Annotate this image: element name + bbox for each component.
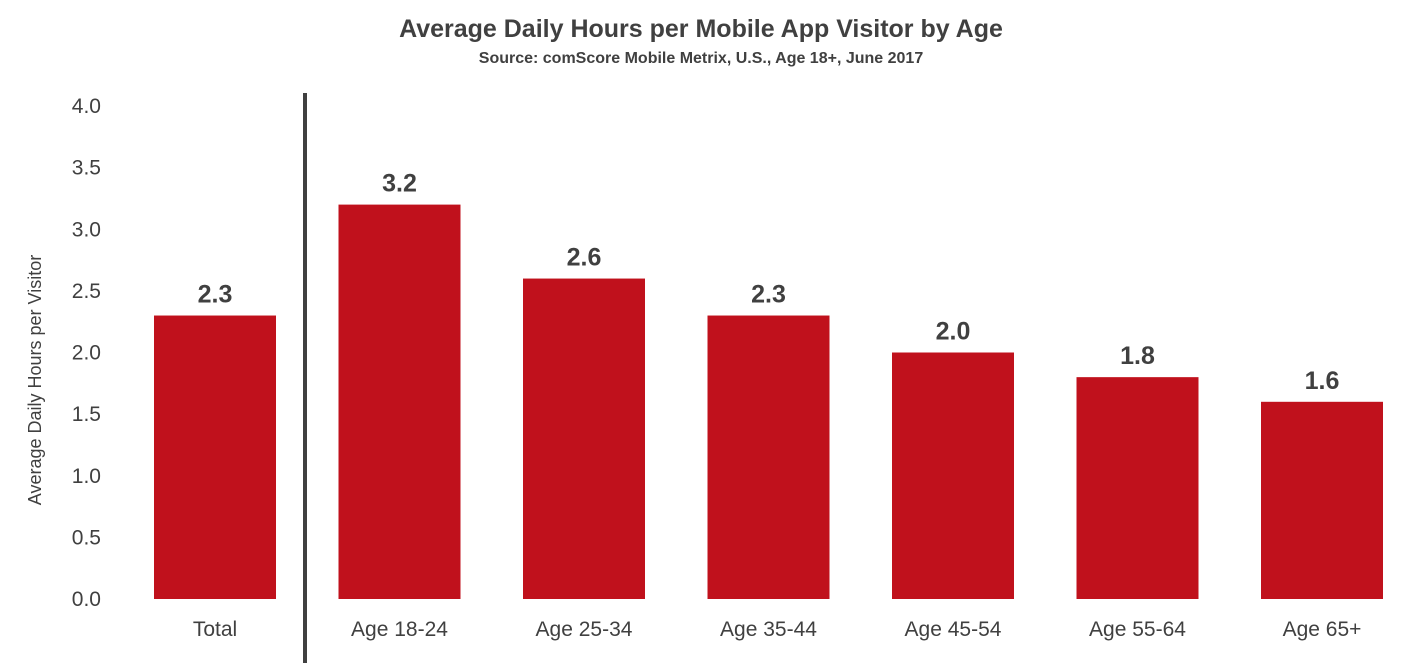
bar <box>338 204 461 599</box>
x-tick-label: Age 35-44 <box>720 618 817 641</box>
x-tick-label: Age 45-54 <box>905 618 1002 641</box>
y-tick-label: 3.0 <box>72 218 101 241</box>
x-tick-label: Age 65+ <box>1283 618 1362 641</box>
y-tick-label: 0.5 <box>72 526 101 549</box>
bars <box>154 204 1383 599</box>
bar <box>1076 377 1199 599</box>
y-tick-label: 0.0 <box>72 588 101 611</box>
y-tick-label: 1.5 <box>72 403 101 426</box>
x-tick-label: Age 18-24 <box>351 618 448 641</box>
bar <box>892 352 1014 599</box>
chart-subtitle: Source: comScore Mobile Metrix, U.S., Ag… <box>479 50 924 67</box>
x-tick-label: Age 25-34 <box>536 618 633 641</box>
y-axis-ticks: 0.0 0.5 1.0 1.5 2.0 2.5 3.0 3.5 4.0 <box>72 95 101 611</box>
bar-value-label: 2.3 <box>198 281 233 309</box>
bar <box>523 278 645 599</box>
y-tick-label: 3.5 <box>72 157 101 180</box>
y-tick-label: 1.0 <box>72 465 101 488</box>
bar-value-label: 2.0 <box>936 318 971 346</box>
bar <box>1261 401 1383 599</box>
bar-value-label: 3.2 <box>382 170 417 198</box>
x-axis-ticks: Total Age 18-24 Age 25-34 Age 35-44 Age 45-5… <box>193 618 1362 641</box>
x-tick-label: Age 55-64 <box>1089 618 1186 641</box>
y-axis-label: Average Daily Hours per Visitor <box>25 255 45 505</box>
bar <box>154 315 276 599</box>
y-tick-label: 4.0 <box>72 95 101 118</box>
chart-title: Average Daily Hours per Mobile App Visit… <box>399 15 1003 43</box>
data-labels: 2.3 3.2 2.6 2.3 2.0 1.8 1.6 <box>198 170 1340 395</box>
bar-value-label: 2.6 <box>567 244 602 272</box>
bar-value-label: 2.3 <box>751 281 786 309</box>
bar-value-label: 1.6 <box>1305 367 1340 395</box>
y-tick-label: 2.0 <box>72 342 101 365</box>
bar <box>707 315 830 599</box>
y-tick-label: 2.5 <box>72 280 101 303</box>
x-tick-label: Total <box>193 618 237 641</box>
bar-value-label: 1.8 <box>1120 342 1155 370</box>
